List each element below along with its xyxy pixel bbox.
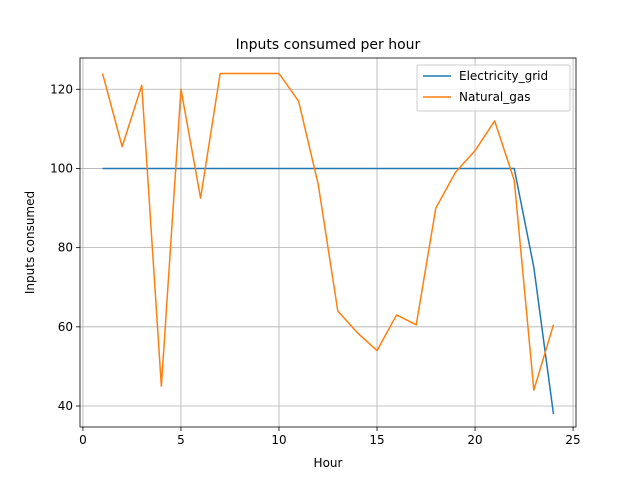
legend-label: Natural_gas (459, 90, 530, 104)
x-tick-label: 25 (565, 433, 580, 447)
series-lines (101, 72, 555, 415)
x-tick-label: 5 (177, 433, 185, 447)
x-axis-ticks: 0 5 10 15 20 25 (79, 427, 581, 447)
x-tick-label: 0 (79, 433, 87, 447)
legend-label: Electricity_grid (459, 69, 548, 83)
y-tick-label: 60 (58, 320, 73, 334)
y-tick-label: 80 (58, 241, 73, 255)
y-tick-label: 40 (58, 399, 73, 413)
y-tick-label: 120 (50, 82, 73, 96)
y-tick-label: 100 (50, 161, 73, 175)
plot-frame (79, 57, 577, 428)
legend: Electricity_grid Natural_gas (416, 64, 571, 112)
x-tick-label: 10 (271, 433, 286, 447)
y-axis-ticks: 40 60 80 100 120 (50, 82, 80, 413)
y-axis-label: Inputs consumed (23, 191, 37, 294)
series-line-natural-gas (101, 72, 555, 391)
x-axis-label: Hour (314, 456, 343, 470)
series-line-electricity-grid (102, 167, 555, 415)
x-tick-label: 20 (467, 433, 482, 447)
x-tick-label: 15 (369, 433, 384, 447)
legend-box (416, 64, 571, 112)
chart-title: Inputs consumed per hour (236, 37, 421, 53)
